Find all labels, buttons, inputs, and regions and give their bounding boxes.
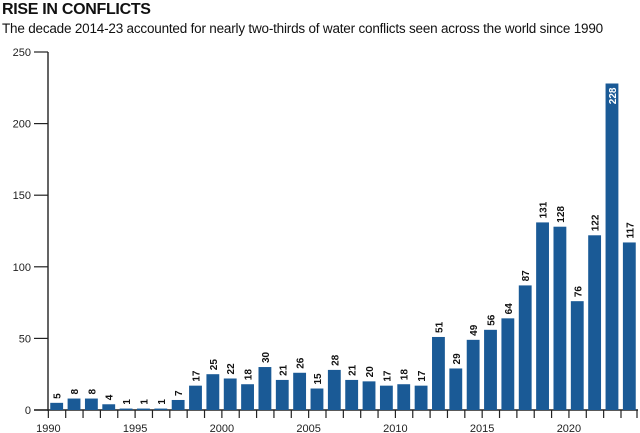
data-label-1997: 7 (174, 390, 185, 396)
y-tick-label: 200 (13, 119, 31, 131)
data-label-2018: 131 (539, 201, 550, 218)
bar-1997 (171, 399, 185, 410)
x-tick-label: 2010 (383, 423, 407, 433)
bar-2001 (241, 384, 254, 410)
bar-1995 (137, 408, 150, 410)
data-label-2011: 17 (417, 370, 428, 382)
data-label-1990: 5 (53, 393, 64, 399)
bar-2002 (258, 367, 272, 410)
bar-2011 (414, 385, 428, 410)
y-tick-label: 250 (13, 47, 31, 59)
data-label-1992: 8 (87, 389, 98, 395)
bar-2009 (379, 385, 393, 410)
bar-2021 (588, 235, 602, 410)
data-label-1995: 1 (139, 399, 150, 405)
data-label-2020: 76 (573, 286, 584, 298)
bars (50, 83, 636, 410)
bar-1996 (154, 408, 168, 410)
bar-1992 (84, 398, 98, 410)
bar-2019 (553, 226, 567, 410)
data-label-2000: 22 (226, 363, 237, 375)
data-label-1998: 17 (192, 370, 203, 382)
data-label-2017: 87 (521, 270, 532, 282)
bar-2013 (449, 368, 463, 410)
data-label-2001: 18 (244, 369, 255, 381)
data-label-2003: 21 (278, 364, 289, 376)
bar-2018 (536, 222, 549, 410)
bar-2017 (518, 285, 532, 410)
y-axis: 0 50 100 150 200 250 (13, 47, 49, 417)
bar-2003 (275, 379, 289, 410)
bar-2023 (622, 242, 636, 410)
x-tick-label: 1990 (36, 423, 60, 433)
y-tick-label: 0 (25, 405, 31, 417)
chart-subtitle: The decade 2014-23 accounted for nearly … (2, 21, 603, 36)
data-label-2021: 122 (591, 214, 602, 231)
chart-title: RISE IN CONFLICTS (2, 1, 151, 18)
x-tick-label: 1995 (123, 423, 147, 433)
data-label-2007: 21 (348, 364, 359, 376)
bar-1993 (102, 404, 116, 410)
bar-2016 (501, 318, 515, 410)
y-tick-label: 150 (13, 190, 31, 202)
data-label-2002: 30 (261, 351, 272, 363)
data-label-2006: 28 (330, 354, 341, 366)
data-label-2009: 17 (382, 370, 393, 382)
data-label-2012: 51 (434, 321, 445, 333)
bar-2014 (466, 339, 480, 410)
bar-2008 (362, 381, 376, 410)
bar-1998 (189, 385, 202, 410)
data-label-1996: 1 (157, 399, 168, 405)
data-label-2023: 117 (625, 222, 636, 239)
bar-2007 (345, 379, 359, 410)
bar-2000 (223, 378, 237, 410)
data-label-2014: 49 (469, 324, 480, 336)
bar-1990 (50, 402, 64, 410)
bar-2012 (432, 336, 445, 410)
data-label-1993: 4 (105, 394, 116, 400)
bar-1994 (119, 408, 133, 410)
data-label-2022: 228 (608, 87, 619, 104)
bar-1999 (206, 374, 220, 410)
bar-2005 (310, 388, 324, 410)
data-label-2016: 64 (504, 303, 515, 315)
y-tick-label: 50 (19, 333, 31, 345)
x-tick-label: 2005 (296, 423, 320, 433)
data-label-2013: 29 (452, 353, 463, 365)
data-label-2005: 15 (313, 373, 324, 385)
x-tick-label: 2000 (210, 423, 234, 433)
x-tick-label: 2020 (557, 423, 581, 433)
bar-2010 (397, 384, 411, 410)
data-label-2010: 18 (400, 369, 411, 381)
bar-2022 (605, 83, 619, 410)
x-tick-label: 2015 (470, 423, 494, 433)
bar-2006 (327, 369, 341, 410)
data-label-2008: 20 (365, 366, 376, 378)
data-label-1994: 1 (122, 399, 133, 405)
data-label-2015: 56 (487, 314, 498, 326)
bar-2020 (570, 301, 584, 410)
y-tick-label: 100 (13, 262, 31, 274)
data-label-1999: 25 (209, 359, 220, 371)
data-label-2019: 128 (556, 206, 567, 223)
bar-2015 (484, 329, 497, 410)
bar-2004 (293, 372, 307, 410)
data-label-2004: 26 (296, 357, 307, 369)
data-label-1991: 8 (70, 389, 81, 395)
bar-1991 (67, 398, 81, 410)
x-axis: 1990 1995 2000 2005 2010 2015 2020 (34, 409, 638, 433)
